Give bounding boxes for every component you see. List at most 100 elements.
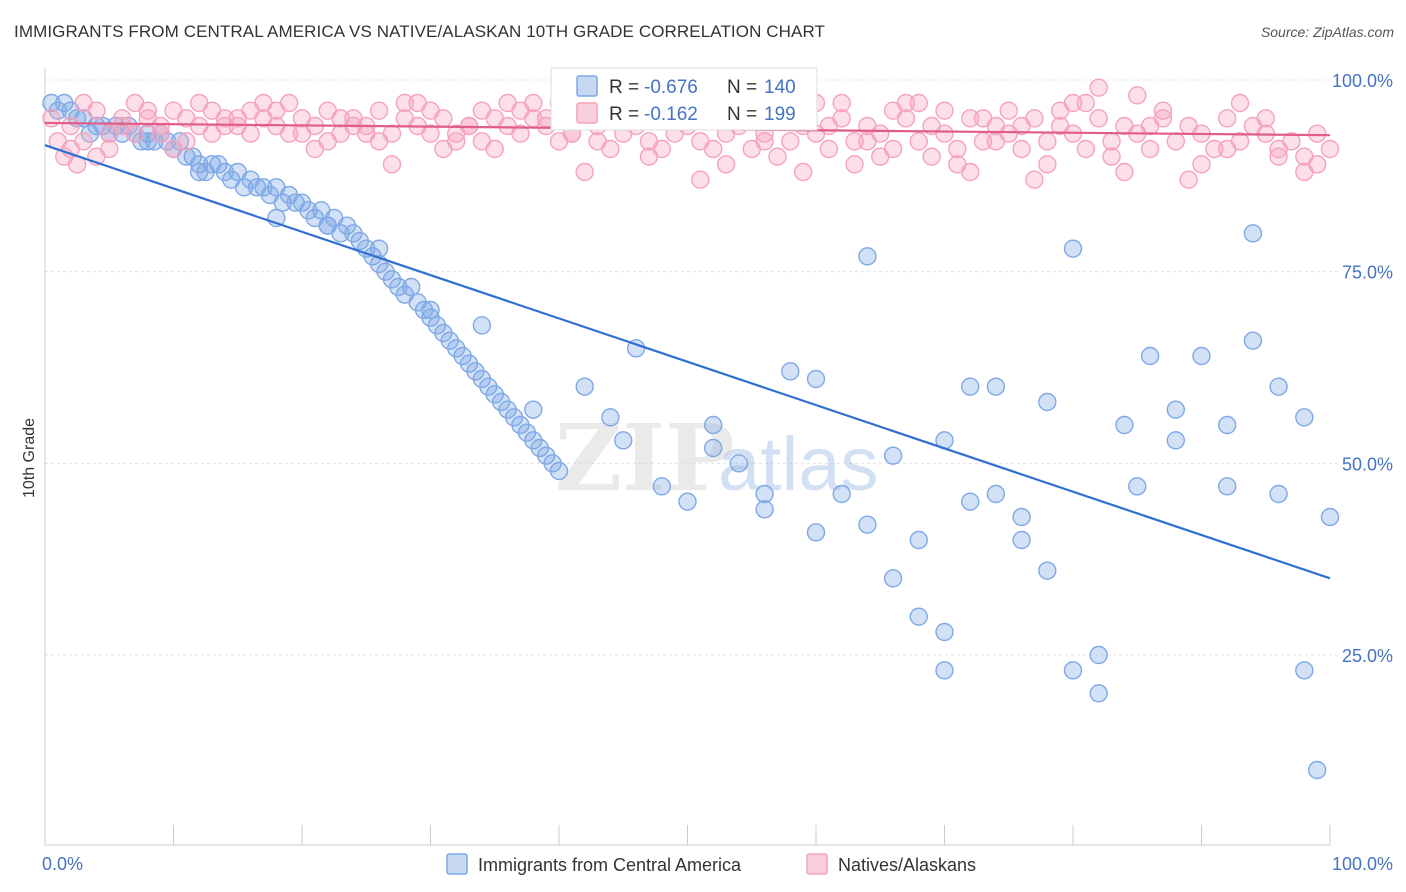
point-immigrants [549,461,569,481]
point-natives [1012,139,1031,159]
point-natives [935,101,954,120]
point-immigrants [1063,661,1083,680]
x-tick-label: 0.0% [42,854,83,874]
point-natives [1217,139,1237,159]
point-natives [151,116,170,136]
point-natives [1140,139,1160,159]
stats-swatch-natives [576,102,598,124]
y-tick-label: 100.0% [1332,71,1393,91]
point-natives [1192,155,1211,174]
point-natives [447,124,466,143]
point-natives [305,139,325,159]
point-immigrants [1217,415,1237,435]
point-natives [999,101,1018,120]
point-natives [292,124,312,143]
series-natives-points [42,78,1340,189]
point-immigrants [729,454,749,473]
point-natives [871,147,890,166]
stats-r-value: -0.162 [644,104,698,125]
point-natives [421,124,440,143]
point-immigrants [678,492,697,511]
point-immigrants [421,300,440,320]
stats-n-label: N = [727,104,757,125]
point-natives [472,132,492,151]
point-natives [768,147,787,166]
point-natives [125,124,145,143]
point-immigrants [1166,400,1186,419]
point-immigrants [1012,507,1031,527]
point-natives [1076,93,1096,113]
x-tick-label: 100.0% [1332,854,1393,874]
point-natives [202,101,222,120]
point-immigrants [1089,645,1108,665]
point-natives [858,132,877,151]
legend-label-natives: Natives/Alaskans [838,855,976,875]
point-natives [832,93,851,113]
point-natives [961,109,980,128]
point-immigrants [575,377,594,396]
point-immigrants [986,377,1006,396]
point-natives [369,101,389,120]
point-immigrants [1140,346,1160,366]
point-immigrants [1217,477,1237,496]
point-immigrants [472,316,492,335]
point-natives [87,101,106,120]
stats-row-immigrants: R = -0.676 N = 140 [576,75,796,98]
point-natives [755,132,774,151]
point-natives [691,170,710,189]
point-natives [61,116,80,136]
point-natives [896,93,916,113]
point-immigrants [1320,507,1340,527]
point-natives [1140,116,1160,136]
point-immigrants [961,377,980,396]
point-natives [1089,78,1108,97]
point-natives [973,109,993,128]
point-immigrants [935,622,954,642]
point-natives [1038,155,1057,174]
point-natives [1128,86,1147,105]
stats-row-natives: R = -0.162 N = 199 [576,102,796,125]
point-natives [704,139,723,159]
point-immigrants [601,408,620,427]
point-immigrants [755,500,774,519]
point-immigrants [614,431,633,450]
point-natives [511,101,530,120]
legend-item-natives[interactable]: Natives/Alaskans [806,853,976,875]
point-natives [395,93,414,113]
point-natives [1230,93,1250,113]
point-immigrants [858,247,877,266]
point-natives [935,124,954,143]
legend: Immigrants from Central America Natives/… [446,853,976,875]
point-immigrants [1115,415,1134,435]
watermark-atlas: atlas [718,422,879,507]
point-natives [1256,109,1275,128]
point-natives [125,93,145,113]
point-natives [1179,170,1198,189]
point-immigrants [806,523,826,542]
stats-n-value: 140 [764,77,796,98]
point-natives [434,139,453,159]
point-immigrants [1307,760,1327,780]
stats-r-label: R = [609,77,639,98]
point-immigrants [832,484,851,504]
stats-n-value: 199 [764,104,796,125]
point-natives [845,155,864,174]
point-natives [1115,162,1134,182]
legend-swatch-natives [806,853,828,875]
y-tick-label: 75.0% [1342,263,1393,283]
point-natives [382,155,402,174]
point-immigrants [652,477,671,496]
point-natives [215,116,235,136]
tick-labels: 100.0% 75.0% 50.0% 25.0% 0.0% 100.0% [42,71,1393,874]
point-immigrants [858,515,877,534]
point-natives [1307,124,1327,143]
point-natives [357,124,376,143]
point-natives [318,101,337,120]
y-tick-label: 25.0% [1342,646,1393,666]
point-natives [588,132,607,151]
point-immigrants [1089,684,1108,703]
stats-r-label: R = [609,104,639,125]
point-immigrants [883,446,903,465]
point-natives [948,155,967,174]
legend-item-immigrants[interactable]: Immigrants from Central America [446,853,742,875]
